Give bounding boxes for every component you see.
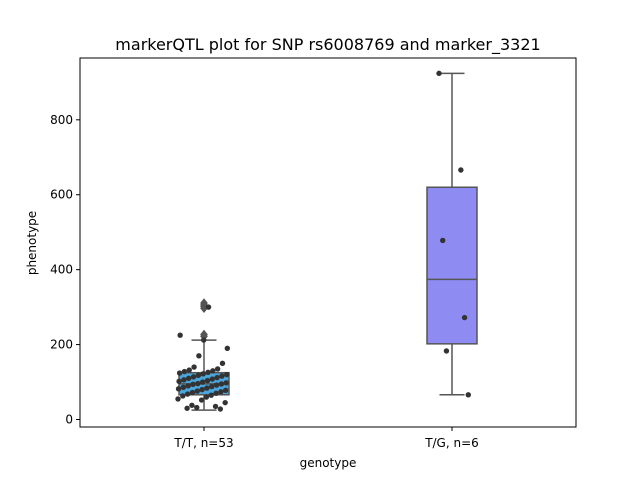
data-point (208, 392, 214, 398)
data-point (175, 386, 182, 392)
y-tick-label: 600 (50, 188, 73, 202)
data-point (186, 367, 192, 373)
data-point (224, 371, 230, 378)
data-point (204, 385, 210, 391)
data-point (190, 381, 196, 387)
data-point (195, 380, 201, 387)
data-point (201, 337, 207, 343)
data-point (175, 396, 181, 402)
x-axis-label: genotype (300, 456, 357, 470)
y-axis: 0 200 400 600 800 (50, 113, 80, 427)
data-point (209, 376, 216, 382)
box-iqr (426, 186, 478, 345)
y-tick-label: 800 (50, 113, 73, 127)
data-point (181, 377, 187, 383)
data-point (176, 378, 182, 384)
data-point (180, 393, 186, 399)
data-point (199, 386, 205, 393)
data-point (222, 399, 228, 406)
plot-area (79, 57, 577, 428)
data-point (198, 397, 205, 403)
y-tick-label: 0 (65, 413, 73, 427)
boxes-layer (175, 70, 478, 412)
data-point (194, 388, 200, 394)
data-point (458, 167, 464, 173)
data-point (461, 314, 468, 321)
data-point (205, 369, 211, 376)
data-point (213, 382, 220, 388)
data-point (212, 403, 219, 410)
data-point (223, 387, 229, 393)
data-point (443, 348, 450, 354)
data-point (224, 345, 231, 352)
data-point (214, 366, 221, 372)
data-point (205, 304, 212, 310)
data-point (196, 353, 202, 359)
y-tick-label: 200 (50, 338, 73, 352)
data-point (223, 380, 229, 386)
data-point (218, 381, 225, 387)
data-point (180, 384, 187, 390)
data-point (209, 383, 215, 390)
box-group-1 (175, 298, 231, 412)
data-point (200, 371, 206, 377)
data-point (436, 70, 442, 77)
x-tick-label: T/T, n=53 (173, 436, 233, 450)
data-point (194, 404, 200, 411)
data-point (177, 332, 183, 338)
data-point (199, 379, 206, 385)
data-point (186, 375, 192, 381)
data-point (218, 389, 224, 395)
data-point (191, 364, 197, 370)
y-tick-label: 400 (50, 263, 73, 277)
data-point (190, 374, 197, 380)
data-point (214, 374, 220, 381)
data-point (217, 406, 224, 412)
data-point (189, 389, 196, 396)
data-point (184, 391, 191, 397)
y-axis-label: phenotype (25, 211, 39, 275)
data-point (195, 372, 202, 379)
data-point (219, 373, 225, 379)
data-point (184, 405, 190, 411)
data-point (176, 370, 183, 376)
x-tick-label: T/G, n=6 (424, 436, 479, 450)
data-point (213, 390, 219, 396)
data-point (189, 402, 195, 408)
box-group-2 (426, 70, 478, 398)
data-point (204, 377, 211, 384)
data-point (465, 392, 471, 398)
data-point (219, 360, 226, 367)
outlier-marker (200, 298, 208, 308)
data-point (203, 394, 210, 400)
data-point (181, 368, 188, 375)
data-point (440, 237, 446, 244)
chart-title: markerQTL plot for SNP rs6008769 and mar… (115, 35, 540, 55)
x-axis: T/T, n=53 T/G, n=6 (173, 427, 479, 450)
data-point (210, 368, 216, 374)
data-point (185, 383, 191, 389)
